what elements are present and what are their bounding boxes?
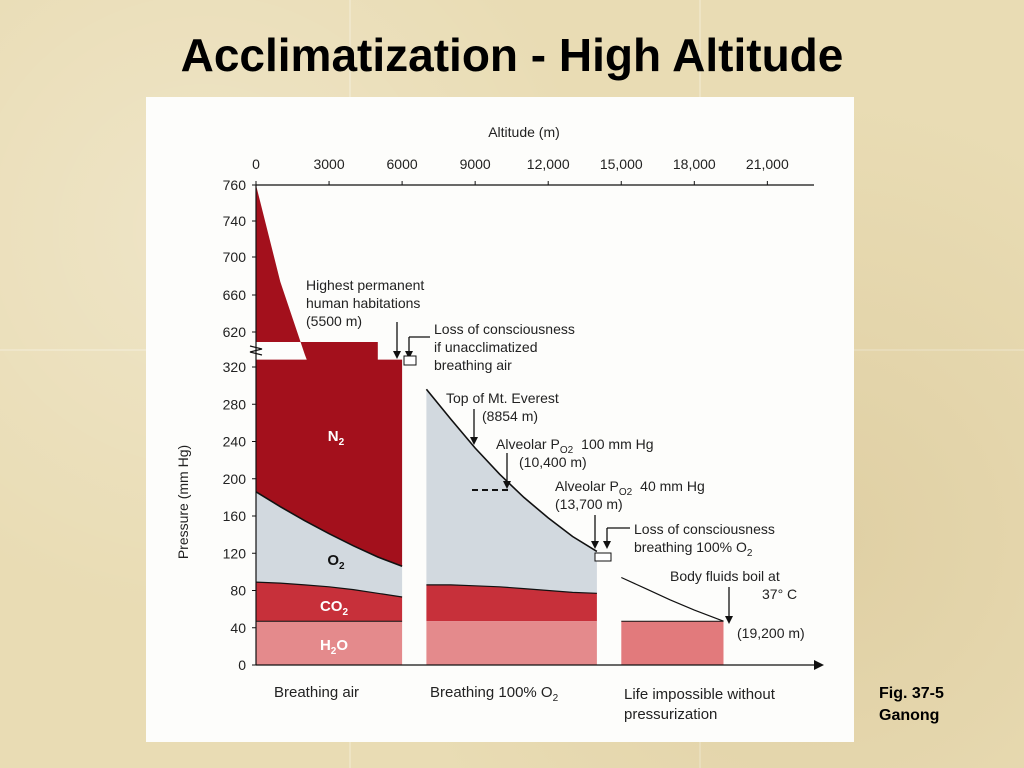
caption-figure-number: Fig. 37-5 [879,685,944,702]
o2-layer-label: O2 [327,552,345,572]
annotation-loc-o2-1: Loss of consciousness [634,521,775,537]
y-axis-label: Pressure (mm Hg) [175,445,191,559]
annotation-loc-air-3: breathing air [434,357,512,373]
barometric-curve-impossible [621,576,724,622]
co2-line-air [255,581,403,598]
y-tick-label: 760 [223,177,247,193]
alv40-arrow-head [591,541,599,549]
annotation-alv40: Alveolar PO2 40 mm Hg [555,478,705,498]
co2-line-100 [426,584,597,594]
y-tick-label: 320 [223,359,247,375]
annotation-everest-2: (8854 m) [482,408,538,424]
loc-air-marker [403,355,417,366]
alv100-arrow-head [503,481,511,489]
x-tick-label: 9000 [460,156,491,172]
chart-areas [255,185,724,665]
x-tick-label: 3000 [313,156,344,172]
y-tick-label: 660 [223,287,247,303]
y-tick-label: 200 [223,471,247,487]
altitude-pressure-chart: Altitude (m) Pressure (mm Hg) N2 O2 CO2 … [175,124,824,723]
annotation-loc-air-2: if unacclimatized [434,339,538,355]
loc-o2-marker [594,552,612,562]
y-tick-label: 80 [230,583,246,599]
annotation-alv100: Alveolar PO2 100 mm Hg [496,436,654,456]
loc-o2-arrow-head [603,541,611,549]
o2-curve-100 [425,388,598,553]
page-title: Acclimatization - High Altitude [180,29,844,81]
region-label-air: Breathing air [274,684,359,701]
x-tick-label: 21,000 [746,156,789,172]
o2-area-air [256,491,403,597]
axis-break-marker [249,345,263,356]
annotation-loc-o2-2: breathing 100% O2 [634,539,753,559]
x-axis-label: Altitude (m) [488,124,560,140]
h2o-area-air [256,621,403,665]
y-tick-label: 160 [223,508,247,524]
annotation-alv100-alt: (10,400 m) [519,454,587,470]
o2-n2-boundary-line [255,491,403,568]
annotation-boil-alt: (19,200 m) [737,625,805,641]
everest-arrow-head [470,437,478,445]
caption-source: Ganong [879,707,940,724]
region-label-o2: Breathing 100% O2 [430,684,559,704]
y-tick-label: 620 [223,324,247,340]
figure-caption: Fig. 37-5 Ganong [879,683,944,727]
y-tick-label: 40 [230,620,246,636]
region-label-impossible-1: Life impossible without [624,686,776,703]
annotation-habitations-1: Highest permanent [306,277,424,293]
pressurized-area [621,621,724,665]
annotation-habitations-3: (5500 m) [306,313,362,329]
annotation-alv40-alt: (13,700 m) [555,496,623,512]
y-tick-label: 120 [223,545,247,561]
region-label-impossible-2: pressurization [624,706,717,723]
n2-layer-label: N2 [328,428,345,448]
y-tick-label: 240 [223,434,247,450]
co2-layer-label: CO2 [320,598,349,618]
annotation-boil-1: Body fluids boil at [670,568,780,584]
boil-arrow-head [725,616,733,624]
annotation-boil-2: 37° C [762,586,797,602]
y-tick-label: 0 [238,657,246,673]
n2-area [256,359,403,567]
habitations-arrow-head [393,351,401,359]
x-tick-label: 15,000 [600,156,643,172]
y-tick-label: 700 [223,249,247,265]
co2-area-100 [426,584,597,622]
loc-air-arrow-head [405,351,413,359]
annotation-everest-1: Top of Mt. Everest [446,390,559,406]
figure-panel: Altitude (m) Pressure (mm Hg) N2 O2 CO2 … [146,97,854,742]
y-tick-label: 740 [223,213,247,229]
x-tick-label: 12,000 [527,156,570,172]
x-tick-label: 18,000 [673,156,716,172]
x-tick-label: 0 [252,156,260,172]
h2o-area-100 [426,621,597,665]
o2-area-100 [426,389,597,594]
annotation-habitations-2: human habitations [306,295,420,311]
bottom-axis-arrow [814,660,824,670]
x-tick-label: 6000 [387,156,418,172]
y-tick-label: 280 [223,396,247,412]
h2o-layer-label: H2O [320,637,348,657]
annotation-loc-air-1: Loss of consciousness [434,321,575,337]
